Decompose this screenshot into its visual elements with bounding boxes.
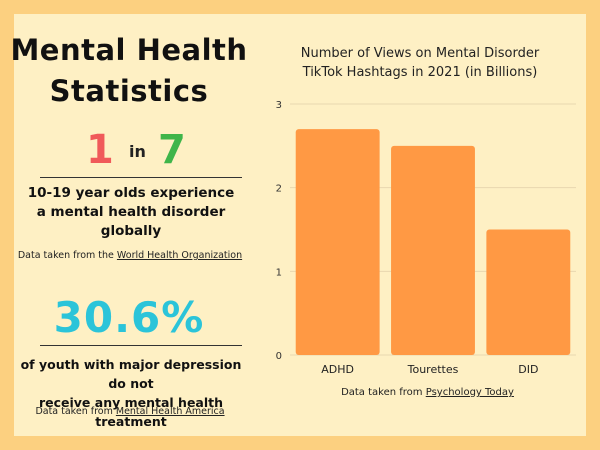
title-line-2: Statistics: [49, 74, 209, 108]
chart-title: Number of Views on Mental Disorder TikTo…: [300, 46, 540, 80]
y-tick-label: 0: [276, 351, 282, 362]
y-tick-label: 1: [276, 267, 282, 278]
title-line-1: Mental Health: [10, 33, 248, 67]
depression-percentage: 30.6%: [53, 293, 205, 342]
x-tick-label: Tourettes: [407, 363, 459, 376]
bar-adhd: [295, 129, 380, 355]
ratio-word: in: [129, 142, 146, 161]
y-tick-label: 2: [276, 184, 282, 195]
stat-1-text: 10-19 year olds experience a mental heal…: [27, 185, 235, 239]
bar-did: [486, 229, 571, 355]
divider: [40, 345, 242, 346]
x-tick-label: ADHD: [321, 363, 354, 376]
divider: [40, 177, 242, 178]
source-who: Data taken from the World Health Organiz…: [17, 250, 243, 261]
source-mha: Data taken from Mental Health America: [35, 406, 225, 417]
mha-link[interactable]: Mental Health America: [115, 406, 225, 417]
psychology-today-link[interactable]: Psychology Today: [425, 387, 514, 398]
ratio-stat: 1 in 7: [0, 128, 258, 176]
y-tick-label: 3: [276, 100, 282, 111]
source-psychology-today: Data taken from Psychology Today: [341, 387, 514, 398]
ratio-number-2: 7: [158, 127, 186, 173]
who-link[interactable]: World Health Organization: [116, 250, 243, 261]
stat-2-text: of youth with major depression do not re…: [20, 357, 242, 429]
x-tick-label: DID: [518, 363, 538, 376]
bar-tourettes: [391, 145, 475, 355]
ratio-number-1: 1: [86, 127, 114, 173]
